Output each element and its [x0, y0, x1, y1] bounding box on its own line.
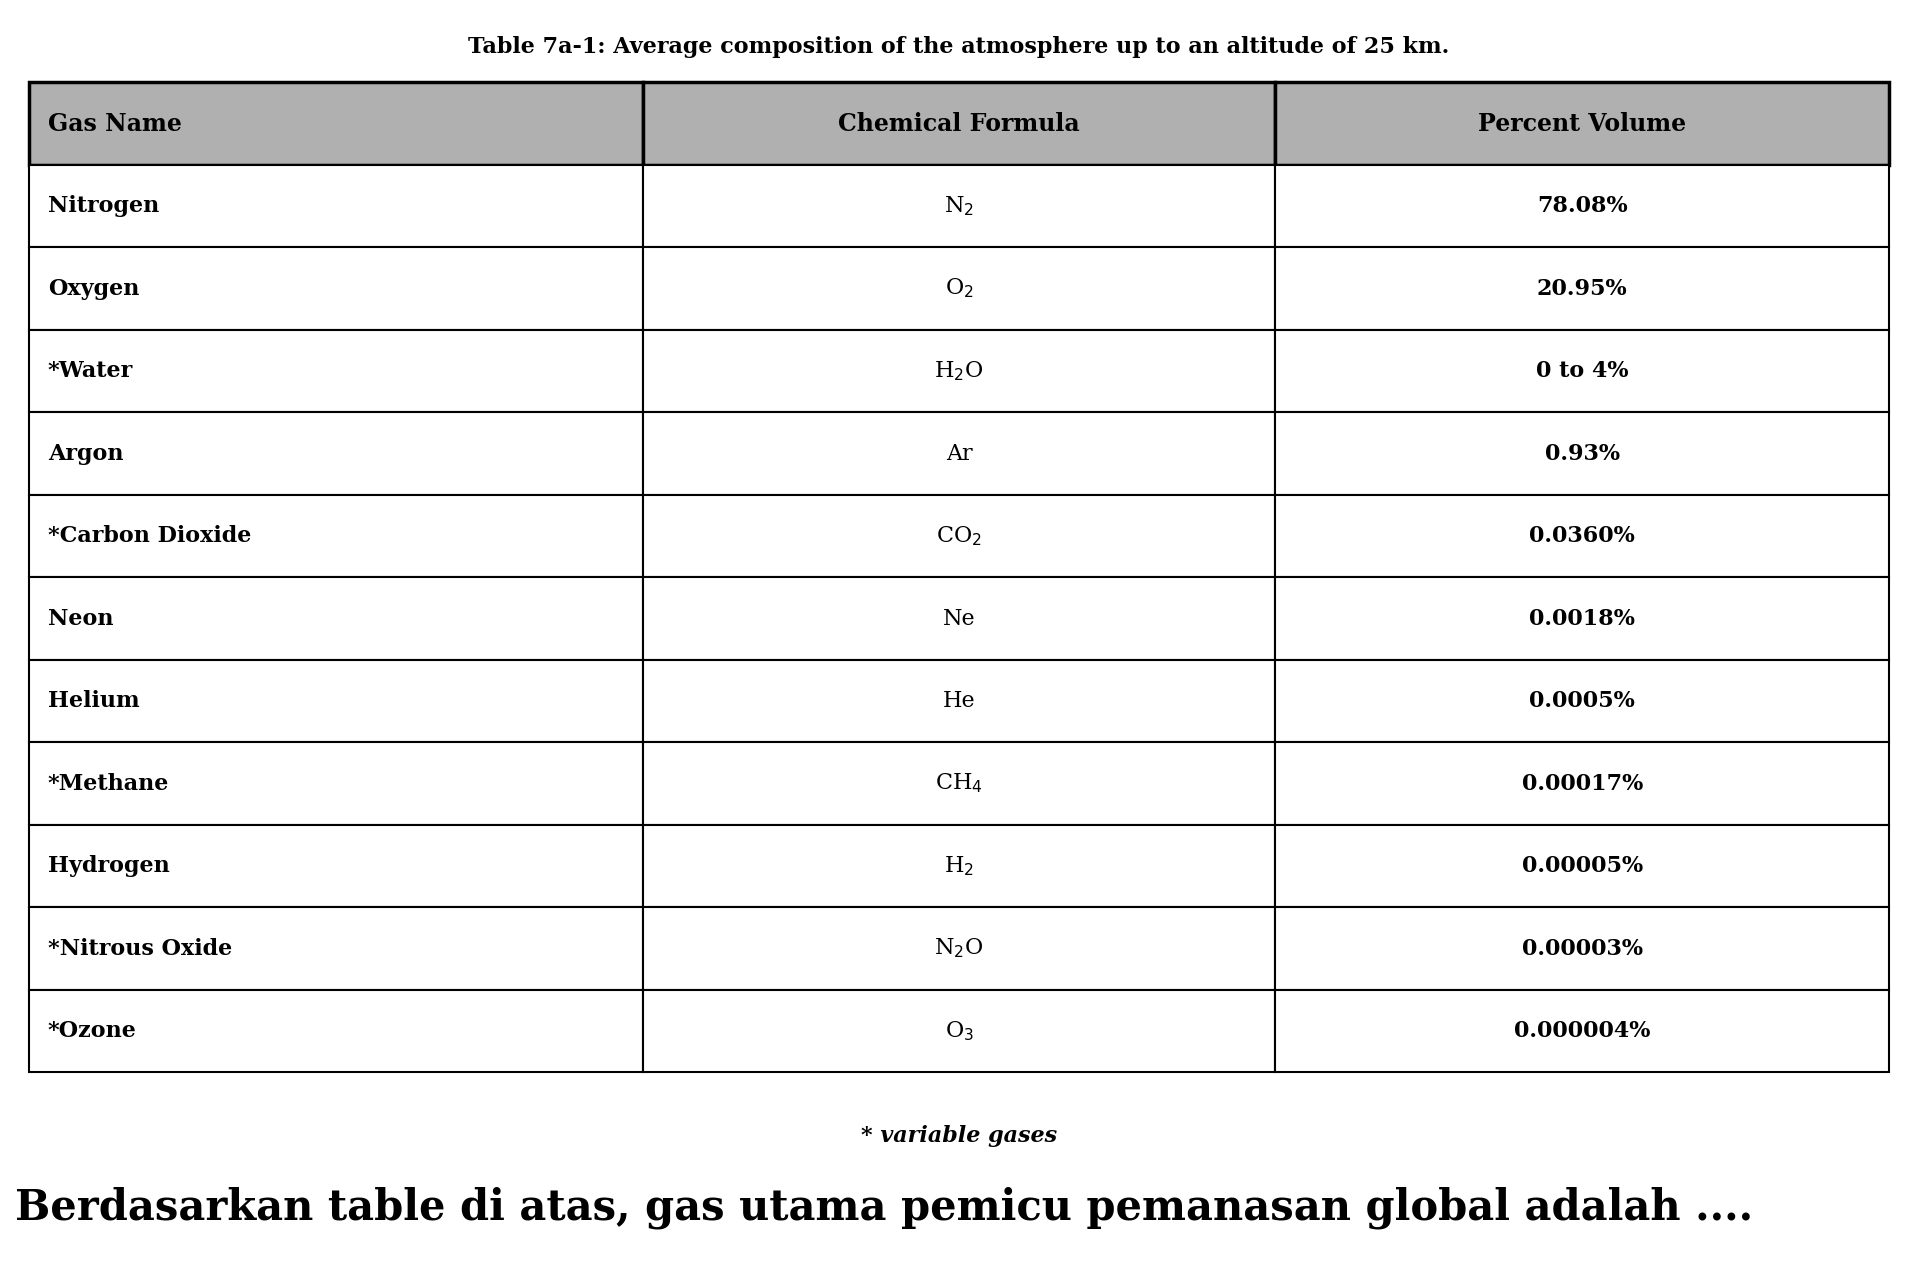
Text: 0.93%: 0.93%: [1544, 443, 1621, 464]
Text: Percent Volume: Percent Volume: [1479, 112, 1686, 136]
Bar: [643, 660, 1275, 742]
Text: *Carbon Dioxide: *Carbon Dioxide: [48, 525, 251, 547]
Bar: [29, 577, 643, 660]
Text: Berdasarkan table di atas, gas utama pemicu pemanasan global adalah ....: Berdasarkan table di atas, gas utama pem…: [15, 1187, 1753, 1230]
Text: *Ozone: *Ozone: [48, 1020, 136, 1042]
Text: 0.00005%: 0.00005%: [1521, 855, 1644, 877]
Text: 0.00017%: 0.00017%: [1521, 773, 1644, 794]
Bar: [643, 247, 1275, 330]
Text: *Methane: *Methane: [48, 773, 169, 794]
Bar: [29, 82, 643, 165]
Bar: [1275, 412, 1889, 495]
Bar: [1275, 165, 1889, 247]
Bar: [29, 412, 643, 495]
Bar: [29, 495, 643, 577]
Bar: [1275, 907, 1889, 990]
Text: O$_2$: O$_2$: [946, 277, 972, 301]
Text: Gas Name: Gas Name: [48, 112, 182, 136]
Text: N$_2$O: N$_2$O: [934, 937, 984, 961]
Bar: [643, 742, 1275, 825]
Bar: [29, 742, 643, 825]
Text: *Water: *Water: [48, 360, 132, 382]
Text: H$_2$O: H$_2$O: [934, 359, 984, 383]
Text: *Nitrous Oxide: *Nitrous Oxide: [48, 938, 232, 959]
Text: He: He: [942, 690, 976, 712]
Text: 20.95%: 20.95%: [1536, 278, 1628, 299]
Text: Ar: Ar: [946, 443, 972, 464]
Text: Ne: Ne: [942, 608, 976, 629]
Bar: [29, 990, 643, 1072]
Text: Neon: Neon: [48, 608, 113, 629]
Bar: [1275, 247, 1889, 330]
Text: Hydrogen: Hydrogen: [48, 855, 169, 877]
Text: 78.08%: 78.08%: [1536, 195, 1628, 217]
Bar: [29, 247, 643, 330]
Bar: [29, 907, 643, 990]
Bar: [643, 412, 1275, 495]
Bar: [1275, 660, 1889, 742]
Bar: [643, 990, 1275, 1072]
Text: Chemical Formula: Chemical Formula: [838, 112, 1080, 136]
Text: * variable gases: * variable gases: [861, 1124, 1057, 1147]
Text: CO$_2$: CO$_2$: [936, 524, 982, 548]
Text: Table 7a-1: Average composition of the atmosphere up to an altitude of 25 km.: Table 7a-1: Average composition of the a…: [468, 36, 1450, 58]
Bar: [29, 660, 643, 742]
Bar: [643, 165, 1275, 247]
Bar: [643, 825, 1275, 907]
Bar: [643, 577, 1275, 660]
Bar: [1275, 990, 1889, 1072]
Bar: [29, 825, 643, 907]
Text: Helium: Helium: [48, 690, 140, 712]
Text: 0.0018%: 0.0018%: [1529, 608, 1636, 629]
Text: 0.000004%: 0.000004%: [1513, 1020, 1651, 1042]
Text: CH$_4$: CH$_4$: [936, 772, 982, 796]
Bar: [643, 330, 1275, 412]
Bar: [643, 82, 1275, 165]
Text: Oxygen: Oxygen: [48, 278, 140, 299]
Bar: [1275, 825, 1889, 907]
Bar: [29, 330, 643, 412]
Text: N$_2$: N$_2$: [944, 194, 974, 218]
Text: 0 to 4%: 0 to 4%: [1536, 360, 1628, 382]
Text: H$_2$: H$_2$: [944, 854, 974, 878]
Text: O$_3$: O$_3$: [944, 1019, 974, 1043]
Bar: [1275, 495, 1889, 577]
Bar: [1275, 742, 1889, 825]
Bar: [1275, 330, 1889, 412]
Bar: [1275, 577, 1889, 660]
Bar: [1275, 82, 1889, 165]
Bar: [29, 165, 643, 247]
Text: Nitrogen: Nitrogen: [48, 195, 159, 217]
Bar: [643, 495, 1275, 577]
Text: 0.0005%: 0.0005%: [1529, 690, 1636, 712]
Text: 0.0360%: 0.0360%: [1529, 525, 1636, 547]
Text: 0.00003%: 0.00003%: [1521, 938, 1642, 959]
Bar: [643, 907, 1275, 990]
Text: Argon: Argon: [48, 443, 123, 464]
